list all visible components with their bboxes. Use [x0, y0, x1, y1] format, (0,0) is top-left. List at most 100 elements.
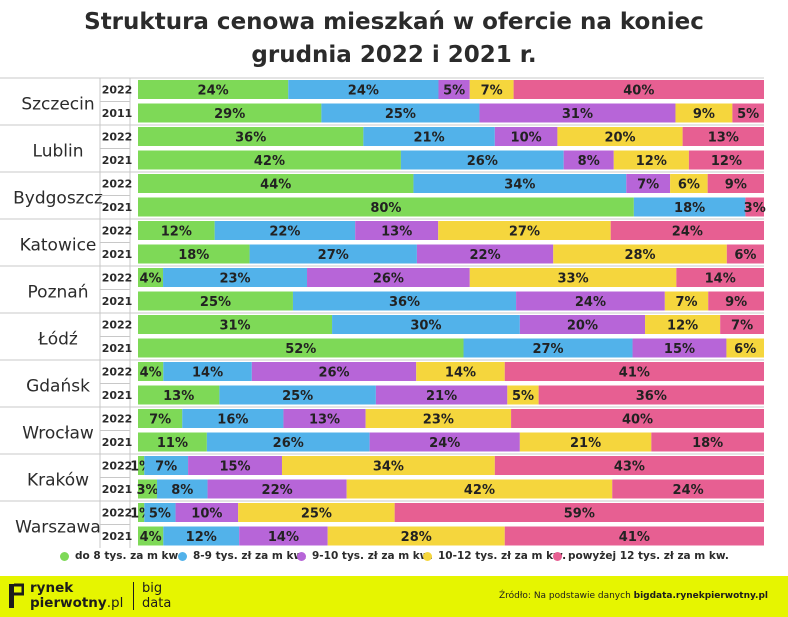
bar-segment	[413, 174, 627, 193]
bar-segment	[332, 315, 520, 334]
bar-segment	[732, 103, 764, 123]
legend-label: 9-10 tys. zł za m kw.	[312, 550, 433, 562]
bar-value-label: 20%	[604, 131, 635, 146]
year-label: 2022	[102, 131, 133, 144]
bar-segment	[507, 385, 539, 405]
chart-title: Struktura cenowa mieszkań w ofercie na k…	[0, 6, 788, 72]
bar-segment	[469, 268, 677, 287]
bar-segment	[726, 244, 764, 264]
bar-value-label: 25%	[200, 295, 231, 310]
bar-segment	[504, 362, 764, 381]
bar-value-label: 9%	[725, 295, 747, 310]
city-label: Szczecin	[21, 95, 94, 115]
bar-segment	[394, 503, 764, 522]
bar-segment	[281, 456, 495, 475]
bar-segment	[144, 456, 189, 475]
bar-value-label: 5%	[512, 389, 534, 404]
bar-segment	[557, 127, 683, 146]
bar-value-label: 7%	[731, 319, 753, 334]
bar-segment	[416, 362, 505, 381]
bar-segment	[633, 197, 746, 217]
bar-segment	[463, 338, 633, 358]
bar-value-label: 28%	[401, 530, 432, 545]
bar-value-label: 25%	[301, 507, 332, 522]
bar-value-label: 80%	[370, 201, 401, 216]
year-label: 2011	[102, 107, 133, 120]
bar-segment	[238, 503, 395, 522]
city-label: Łódź	[37, 330, 78, 350]
bar-value-label: 25%	[385, 107, 416, 122]
bar-value-label: 41%	[619, 530, 650, 545]
bar-segment	[346, 479, 613, 499]
bar-value-label: 26%	[273, 436, 304, 451]
bar-value-label: 21%	[414, 131, 445, 146]
bar-segment	[563, 150, 614, 170]
bar-value-label: 9%	[693, 107, 715, 122]
legend-swatch	[60, 551, 69, 561]
bar-value-label: 25%	[282, 389, 313, 404]
bar-value-label: 5%	[149, 507, 171, 522]
bar-segment	[363, 127, 495, 146]
chart-legend: do 8 tys. za m kw. 8-9 tys. zł za m kw. 9-…	[60, 550, 780, 568]
bar-value-label: 21%	[426, 389, 457, 404]
bar-segment	[469, 80, 514, 99]
bar-segment	[307, 268, 470, 287]
bar-segment	[138, 315, 333, 334]
year-label: 2021	[102, 154, 133, 167]
bar-segment	[612, 479, 764, 499]
bar-segment	[745, 197, 764, 217]
bar-segment	[138, 174, 414, 193]
bar-value-label: 18%	[178, 248, 209, 263]
logo-separator	[133, 582, 134, 610]
city-label: Wrocław	[22, 424, 94, 444]
city-label: Lublin	[33, 142, 84, 162]
year-label: 2022	[102, 460, 133, 473]
bar-value-label: 14%	[268, 530, 299, 545]
rynekpierwotny-logo-icon	[9, 583, 24, 608]
bar-value-label: 24%	[672, 225, 703, 240]
bar-segment	[479, 103, 676, 123]
bar-value-label: 8%	[171, 483, 193, 498]
legend-item: 9-10 tys. zł za m kw.	[297, 550, 433, 562]
year-label: 2021	[102, 483, 133, 496]
bar-value-label: 4%	[140, 366, 162, 381]
bar-segment	[138, 291, 293, 311]
bar-segment	[375, 385, 508, 405]
bar-value-label: 12%	[161, 225, 192, 240]
bar-value-label: 24%	[348, 84, 379, 99]
bar-value-label: 11%	[157, 436, 188, 451]
year-label: 2022	[102, 272, 133, 285]
bar-segment	[138, 456, 145, 475]
bar-segment	[138, 362, 164, 381]
bar-segment	[138, 479, 157, 499]
legend-label: 8-9 tys. zł za m kw.	[193, 550, 307, 562]
logo-tld: .pl	[106, 595, 124, 611]
bar-value-label: 34%	[504, 178, 535, 193]
bar-segment	[707, 174, 764, 193]
legend-swatch	[423, 551, 432, 561]
bar-value-label: 24%	[673, 483, 704, 498]
bar-value-label: 24%	[575, 295, 606, 310]
year-label: 2021	[102, 530, 133, 543]
bar-segment	[138, 385, 220, 405]
bar-value-label: 6%	[734, 342, 756, 357]
bar-value-label: 3%	[744, 201, 766, 216]
bar-value-label: 13%	[163, 389, 194, 404]
bigdata-line2: data	[142, 596, 172, 611]
bar-segment	[219, 385, 376, 405]
bar-segment	[626, 174, 671, 193]
legend-label: powyżej 12 tys. zł za m kw.	[568, 550, 729, 562]
bar-segment	[494, 456, 764, 475]
legend-swatch	[178, 551, 187, 561]
bar-value-label: 13%	[708, 131, 739, 146]
bar-segment	[188, 456, 282, 475]
bar-segment	[416, 244, 554, 264]
city-label: Bydgoszcz	[13, 189, 103, 209]
bar-segment	[511, 409, 764, 428]
bigdata-logo: big data	[142, 581, 171, 611]
bigdata-line1: big	[142, 581, 163, 596]
bar-segment	[144, 503, 176, 522]
bar-segment	[676, 268, 764, 287]
bar-value-label: 10%	[191, 507, 222, 522]
bar-segment	[670, 174, 708, 193]
